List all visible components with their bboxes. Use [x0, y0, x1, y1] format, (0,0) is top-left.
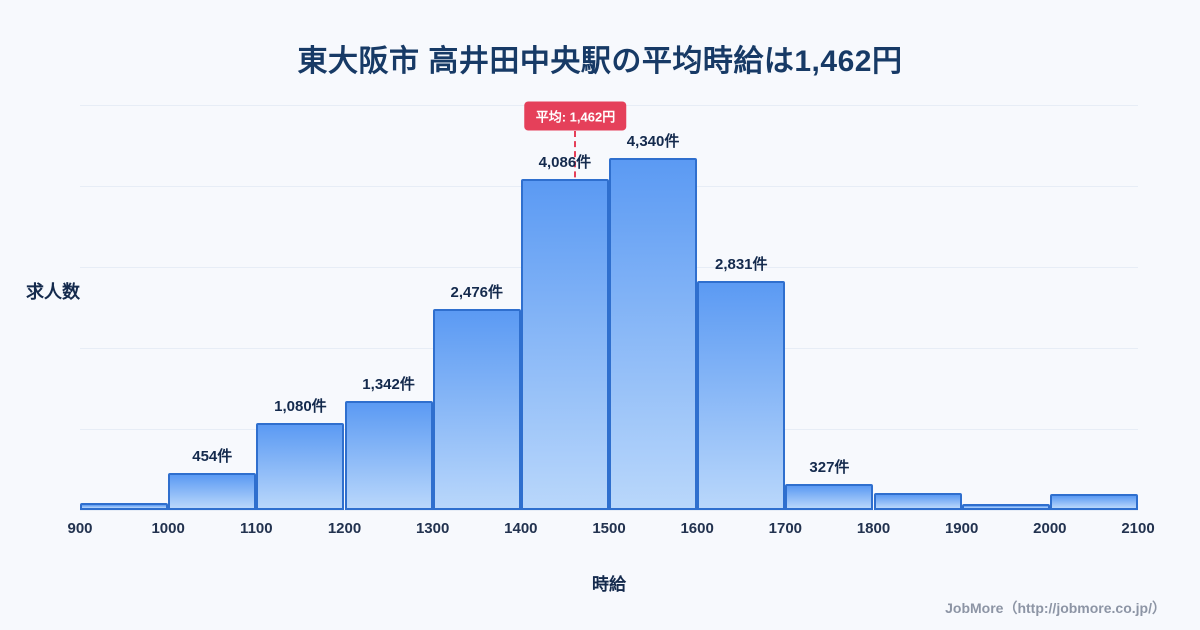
- histogram-bar: [256, 422, 345, 510]
- y-axis-label: 求人数: [26, 282, 80, 302]
- gridline: [80, 510, 1138, 511]
- bar-value-label: 4,340件: [626, 133, 680, 151]
- bar-value-label: 454件: [192, 448, 233, 466]
- bar-value-label: 2,476件: [450, 284, 504, 302]
- x-tick-label: 2000: [1033, 520, 1067, 537]
- histogram-bar: [1049, 493, 1138, 510]
- x-tick-label: 1800: [856, 520, 891, 537]
- histogram-bar: [168, 473, 257, 510]
- x-tick-label: 2100: [1121, 520, 1155, 537]
- histogram-bar: [609, 158, 698, 510]
- x-tick-label: 1600: [680, 520, 714, 537]
- x-tick-label: 1900: [944, 520, 979, 537]
- bar-value-label: 4,086件: [538, 154, 592, 172]
- x-tick-label: 1500: [592, 520, 626, 537]
- histogram-bar: [432, 309, 521, 510]
- histogram-bar: [961, 504, 1050, 510]
- x-tick-label: 1100: [240, 520, 273, 537]
- x-axis-label: 時給: [592, 575, 626, 594]
- bar-value-label: 2,831件: [714, 255, 768, 273]
- page-title: 東大阪市 高井田中央駅の平均時給は1,462円: [297, 45, 903, 78]
- bar-value-label: 327件: [809, 458, 850, 476]
- histogram-bar: [873, 493, 962, 510]
- footer-credit: JobMore（http://jobmore.co.jp/）: [945, 600, 1166, 616]
- x-tick-label: 1200: [327, 520, 362, 537]
- bar-value-label: 1,342件: [362, 376, 415, 394]
- x-tick-label: 1700: [768, 520, 803, 537]
- histogram-bar: [697, 280, 786, 510]
- histogram-bar: [80, 502, 169, 510]
- x-axis-ticks: 900 1000 1100 1200 1300 1400 1500 1600 1700 1800 1…: [67, 520, 1154, 542]
- x-tick-label: 1000: [151, 520, 185, 537]
- x-tick-label: 900: [67, 520, 93, 537]
- x-tick-label: 1300: [415, 520, 450, 537]
- bar-value-label: 1,080件: [274, 397, 327, 415]
- histogram-bar: [344, 401, 433, 510]
- average-badge: 平均: 1,462円: [524, 101, 627, 131]
- histogram-bar: [785, 483, 874, 510]
- plot-area: 平均: 1,462円 454件 1,080件 1,342件 2,476件 4,086件 4…: [80, 101, 1138, 511]
- histogram-bar: [520, 179, 609, 510]
- x-tick-label: 1400: [504, 520, 538, 537]
